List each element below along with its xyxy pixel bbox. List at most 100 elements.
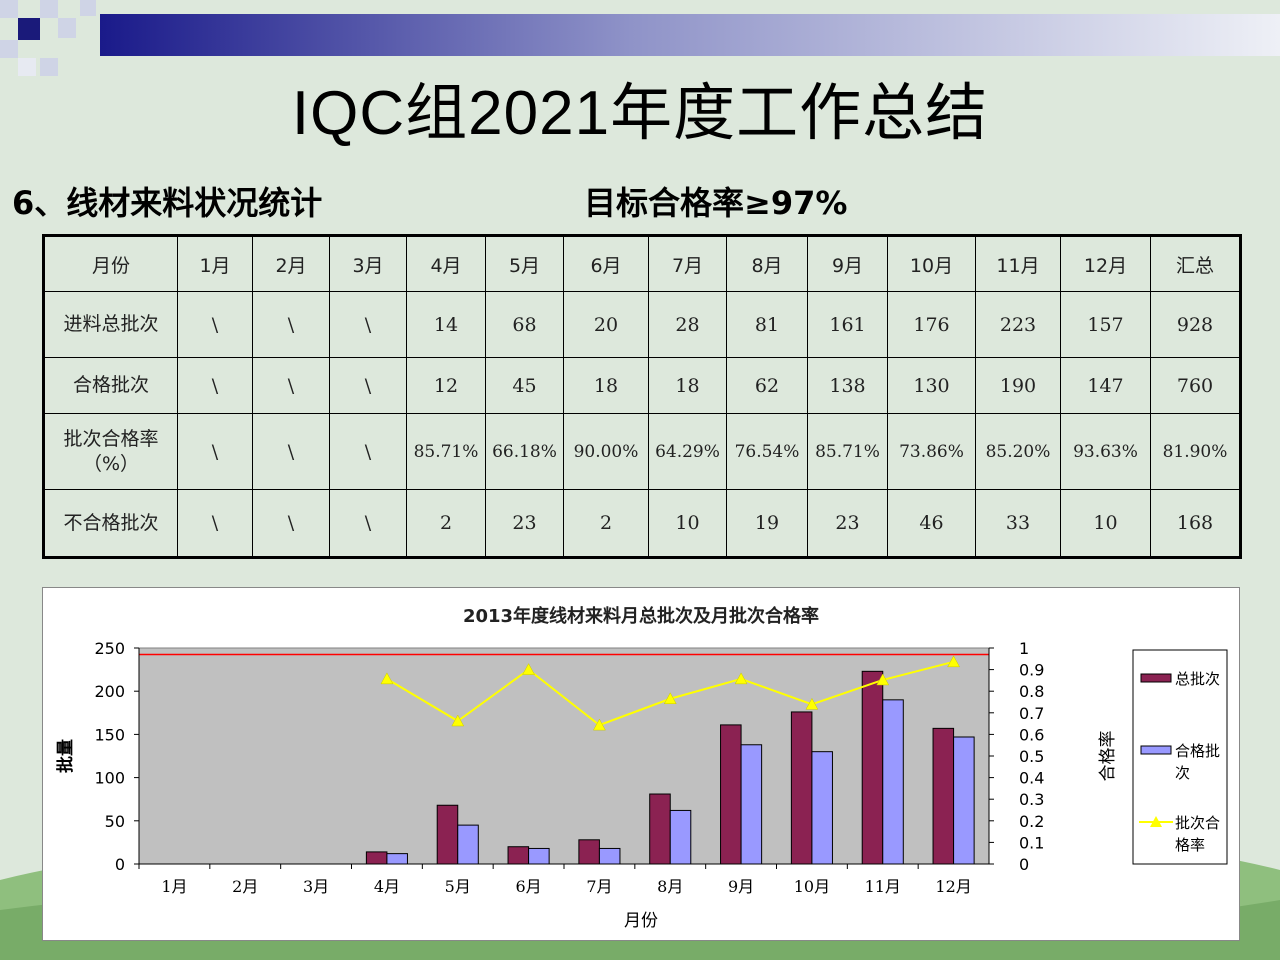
table-cell: 147: [1060, 357, 1151, 414]
y-tick-label: 250: [94, 639, 125, 658]
x-tick-label: 6月: [515, 877, 541, 896]
plot-area: [138, 647, 990, 865]
combo-chart: 2013年度线材来料月总批次及月批次合格率 0 50 100 150 200 250 0 0.1…: [55, 605, 1228, 931]
bar-passed: [882, 699, 904, 865]
pass-rate-marker: [805, 697, 819, 710]
table-cell: 19: [726, 489, 808, 558]
x-tick-label: 2月: [232, 877, 258, 896]
table-cell: 190: [975, 357, 1061, 414]
table-cell: 81: [726, 291, 808, 358]
deco-square: [80, 0, 96, 16]
pass-rate-marker: [876, 673, 890, 686]
table-cell: 130: [887, 357, 976, 414]
x-tick-label: 10月: [794, 877, 830, 896]
table-cell: 18: [563, 357, 649, 414]
deco-square: [0, 40, 18, 58]
y2-tick-label: 0.7: [1019, 704, 1044, 723]
deco-square: [40, 0, 58, 18]
table-cell: \: [252, 357, 330, 414]
y-tick-label: 50: [105, 812, 125, 831]
y-tick-label: 150: [94, 725, 125, 744]
x-axis-label: 月份: [624, 911, 658, 931]
target-rate: 目标合格率≥97%: [584, 184, 848, 222]
table-row: 合格批次 \ \ \ 12 45 18 18 62 138 130 190 14…: [43, 357, 1241, 414]
table-header-cell: 7月: [648, 235, 727, 292]
y-tick-label: 100: [94, 769, 125, 788]
table-header-cell: 9月: [807, 235, 888, 292]
deco-square: [58, 18, 76, 38]
pass-rate-marker: [734, 672, 748, 685]
x-tick-label: 12月: [935, 877, 971, 896]
table-header-cell: 汇总: [1150, 235, 1241, 292]
slide-title: IQC组2021年度工作总结: [291, 79, 989, 148]
table-cell: \: [329, 357, 407, 414]
table-cell: \: [252, 413, 330, 490]
y-tick-label: 200: [94, 682, 125, 701]
table-header-cell: 5月: [485, 235, 564, 292]
x-tick-label: 8月: [657, 877, 683, 896]
row-label: 进料总批次: [43, 291, 178, 358]
table-header-cell: 1月: [177, 235, 253, 292]
table-cell: \: [177, 291, 253, 358]
table-cell: 176: [887, 291, 976, 358]
y2-tick-label: 0: [1019, 855, 1029, 874]
x-tick-label: 11月: [865, 877, 901, 896]
table-cell: 64.29%: [648, 413, 727, 490]
header-gradient-band: [100, 14, 1280, 56]
deco-square: [40, 58, 58, 76]
table-cell: 62: [726, 357, 808, 414]
table-header-cell: 11月: [975, 235, 1061, 292]
x-tick-label: 5月: [445, 877, 471, 896]
table-cell: 23: [807, 489, 888, 558]
bar-total: [649, 793, 671, 865]
y2-tick-label: 0.8: [1019, 682, 1044, 701]
bar-passed: [598, 847, 621, 865]
table-cell: 73.86%: [887, 413, 976, 490]
table-cell: 223: [975, 291, 1061, 358]
y-axis-label: 批量: [55, 739, 76, 773]
table-header-cell: 月份: [43, 235, 178, 292]
table-cell: 81.90%: [1150, 413, 1241, 490]
pass-rate-marker: [592, 718, 606, 731]
bar-total: [365, 851, 388, 865]
pass-rate-marker: [380, 672, 394, 685]
table-cell: 85.71%: [406, 413, 486, 490]
table-header-cell: 6月: [563, 235, 649, 292]
y2-tick-label: 0.3: [1019, 790, 1044, 809]
table-cell: \: [329, 413, 407, 490]
table-cell: 10: [648, 489, 727, 558]
table-cell: 33: [975, 489, 1061, 558]
table-cell: \: [252, 489, 330, 558]
bar-total: [790, 711, 813, 865]
table-cell: \: [329, 291, 407, 358]
table-header-cell: 10月: [887, 235, 976, 292]
table-row: 批次合格率（%） \ \ \ 85.71% 66.18% 90.00% 64.2…: [43, 413, 1241, 490]
table-header-cell: 3月: [329, 235, 407, 292]
table-header-cell: 4月: [406, 235, 486, 292]
bar-passed: [811, 751, 833, 865]
table-row: 进料总批次 \ \ \ 14 68 20 28 81 161 176 223 1…: [43, 291, 1241, 358]
pass-rate-marker: [522, 663, 536, 675]
deco-square: [0, 0, 18, 18]
table-cell: 2: [406, 489, 486, 558]
x-tick-label: 1月: [161, 877, 187, 896]
table-cell: 93.63%: [1060, 413, 1151, 490]
legend-swatch-total: [1140, 673, 1172, 683]
table-cell: 28: [648, 291, 727, 358]
statistics-table: 月份 1月 2月 3月 4月 5月 6月 7月 8月 9月 10月 11月 12…: [42, 234, 1242, 559]
legend: [1132, 649, 1228, 865]
table-header-row: 月份 1月 2月 3月 4月 5月 6月 7月 8月 9月 10月 11月 12…: [43, 235, 1241, 292]
table-cell: 76.54%: [726, 413, 808, 490]
chart-title: 2013年度线材来料月总批次及月批次合格率: [463, 605, 819, 627]
bar-passed: [953, 736, 975, 865]
table-header-cell: 8月: [726, 235, 808, 292]
section-heading: 6、线材来料状况统计: [12, 184, 323, 222]
table-cell: \: [177, 357, 253, 414]
table-cell: 46: [887, 489, 976, 558]
y2-axis-label: 合格率: [1098, 731, 1118, 782]
table-cell: 168: [1150, 489, 1241, 558]
pass-rate-marker: [451, 714, 465, 727]
bar-total: [507, 846, 530, 865]
table-cell: 760: [1150, 357, 1241, 414]
table-cell: 20: [563, 291, 649, 358]
